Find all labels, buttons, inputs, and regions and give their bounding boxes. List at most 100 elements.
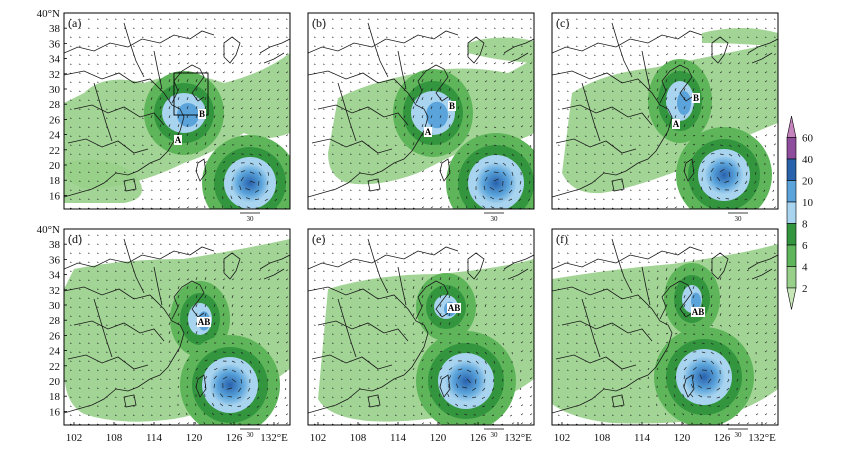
wind-vector [258, 171, 262, 176]
wind-vector [699, 374, 703, 380]
wind-vector [764, 341, 768, 344]
wind-vector [737, 53, 741, 56]
latitude-tick-label: 20 [49, 160, 61, 172]
wind-vector [203, 422, 206, 425]
wind-vector [690, 403, 694, 407]
wind-vector [773, 413, 777, 416]
wind-vector [682, 205, 685, 209]
wind-vector [708, 196, 712, 200]
longitude-tick-label: 126 [714, 432, 731, 444]
wind-vector [737, 305, 741, 308]
wind-vector [764, 305, 768, 308]
wind-vector [276, 314, 280, 317]
wind-vector [245, 197, 251, 200]
wind-vector [274, 189, 278, 193]
wind-vector [764, 368, 768, 371]
wind-vector [226, 387, 233, 390]
wind-vector [674, 79, 677, 83]
wind-vector [683, 304, 686, 308]
wind-vector [674, 152, 677, 155]
wind-vector [692, 367, 697, 371]
wind-vector [511, 153, 515, 157]
wind-vector [683, 115, 686, 119]
wind-vector [229, 422, 233, 425]
wind-vector [412, 304, 415, 308]
wind-vector [754, 396, 757, 399]
wind-vector [466, 360, 471, 363]
coastline [659, 64, 693, 104]
wind-vector [249, 296, 253, 299]
wind-vector [710, 115, 713, 119]
wind-vector [421, 71, 425, 74]
wind-vector [266, 405, 269, 408]
wind-vector [275, 396, 278, 400]
wind-vector [656, 106, 659, 110]
wind-vector [462, 386, 468, 389]
wind-vector [493, 89, 497, 92]
wind-vector [177, 53, 181, 56]
wind-vector [439, 142, 442, 146]
wind-vector [222, 286, 225, 290]
wind-vector [683, 366, 687, 371]
wind-vector [421, 133, 424, 137]
wind-vector [692, 134, 696, 137]
panel-label: (a) [68, 16, 81, 30]
wind-vector [529, 53, 533, 56]
wind-vector [430, 115, 433, 119]
wind-vector [447, 422, 450, 425]
wind-vector [745, 387, 748, 391]
wind-vector [475, 177, 478, 182]
latitude-tick-label: 32 [49, 69, 60, 81]
wind-vector [674, 115, 677, 119]
wind-vector [430, 142, 433, 146]
coastline [308, 30, 459, 54]
wind-vector [773, 53, 777, 56]
longitude-tick-label: 126 [470, 432, 487, 444]
wind-vector [275, 405, 278, 408]
wind-vector [222, 144, 226, 146]
wind-vector [674, 277, 677, 281]
wind-vector [177, 62, 181, 65]
wind-vector [195, 331, 198, 335]
wind-vector [457, 106, 460, 110]
wind-vector [258, 269, 262, 272]
rainband-marker: B [449, 101, 455, 111]
wind-vector [231, 322, 234, 326]
wind-vector [728, 89, 732, 92]
latitude-tick-label: 20 [49, 376, 61, 388]
wind-vector [421, 53, 425, 56]
wind-vector [150, 115, 153, 119]
wind-vector [484, 169, 489, 173]
island-outline [611, 394, 625, 408]
wind-vector [240, 125, 244, 128]
wind-vector [276, 62, 280, 65]
wind-vector [502, 171, 506, 176]
wind-vector [701, 360, 707, 363]
wind-vector [764, 269, 768, 272]
marker-box [672, 119, 680, 129]
wind-vector [484, 342, 487, 345]
wind-vector [475, 152, 479, 155]
wind-vector [222, 278, 226, 281]
wind-vector [511, 296, 515, 299]
wind-vector [773, 80, 777, 83]
wind-vector [159, 133, 162, 137]
wind-vector [493, 269, 497, 272]
coastline [337, 238, 407, 358]
panel-label: (c) [556, 16, 569, 30]
wind-vector [755, 153, 757, 157]
wind-vector [484, 162, 489, 164]
wind-vector [683, 268, 686, 272]
wind-vector [439, 88, 442, 92]
colorbar-segment [786, 266, 797, 289]
wind-vector [285, 144, 288, 148]
wind-vector [213, 178, 216, 182]
wind-vector [258, 98, 262, 101]
precip-shade-light [64, 159, 142, 203]
wind-vector [683, 61, 686, 65]
wind-vector [466, 277, 469, 281]
wind-vector [466, 89, 470, 92]
wind-vector [728, 71, 732, 74]
wind-vector [656, 350, 659, 353]
wind-vector [204, 152, 207, 155]
